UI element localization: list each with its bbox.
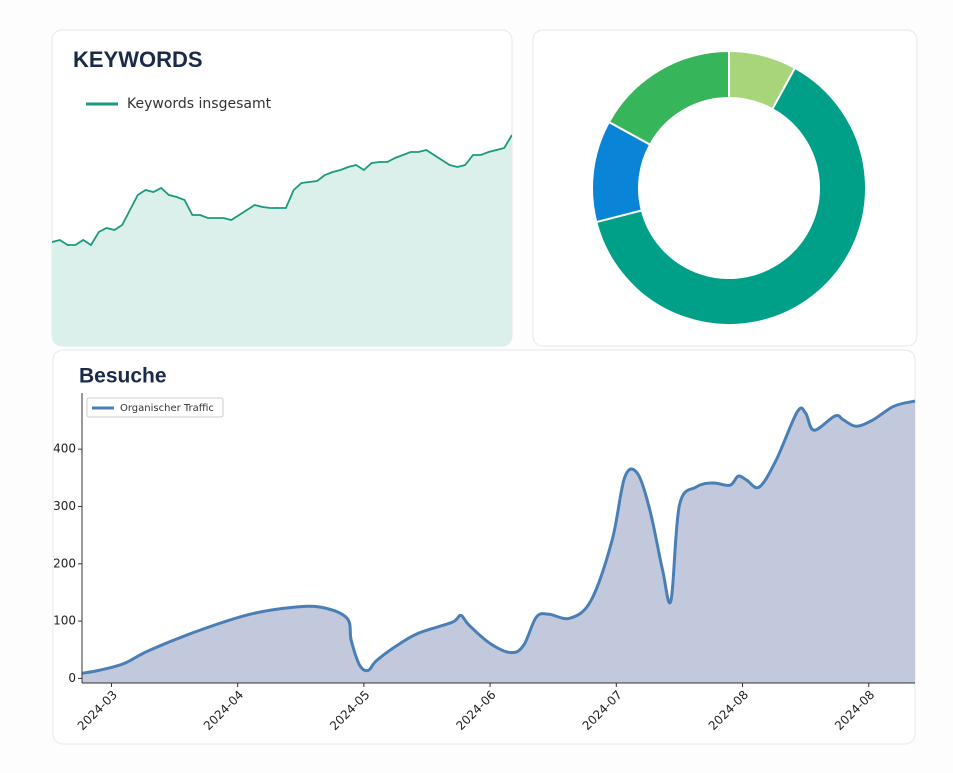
legend-label: Keywords insgesamt [127, 96, 272, 112]
line [81, 399, 916, 675]
y-tick-label: 100 [53, 614, 76, 628]
y-tick-label: 300 [53, 499, 76, 513]
donut-chart [591, 49, 867, 326]
keywords-chart [52, 134, 512, 346]
legend-label: Organischer Traffic [120, 403, 214, 414]
line [52, 134, 512, 247]
chart-title: Besuche [79, 365, 167, 388]
y-tick-label: 200 [53, 556, 76, 570]
area-fill [82, 401, 915, 683]
donut-segment [595, 66, 867, 326]
area-fill [52, 135, 512, 346]
legend-box [86, 397, 224, 418]
y-tick-label: 400 [53, 442, 76, 456]
donut-segment [607, 49, 730, 146]
y-tick-label: 0 [68, 671, 76, 685]
chart-title: KEYWORDS [73, 47, 203, 72]
